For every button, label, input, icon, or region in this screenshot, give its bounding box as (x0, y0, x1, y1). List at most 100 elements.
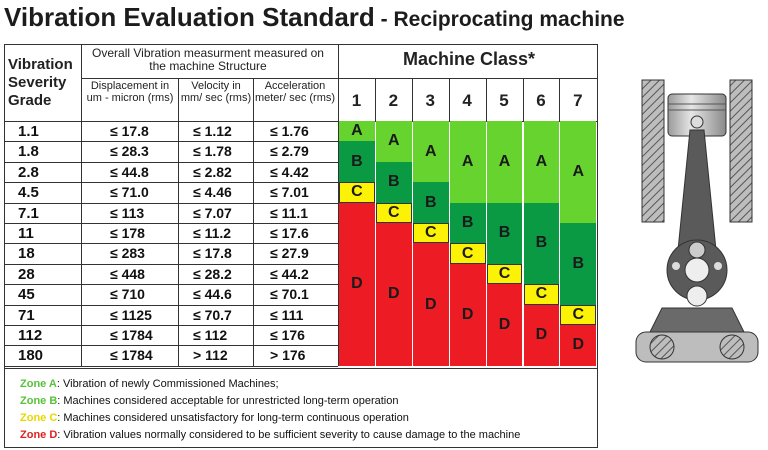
acceleration-value: ≤ 111 (270, 306, 304, 323)
zone-a-class-4: A (449, 121, 486, 203)
legend-item: Zone A: Vibration of newly Commissioned … (20, 378, 279, 390)
zone-c-class-5: C (486, 263, 523, 285)
title-main: Vibration Evaluation Standard (4, 2, 375, 32)
legend-zone-label: Zone D (20, 429, 58, 441)
zone-c-class-2: C (375, 202, 412, 223)
machine-class-2: 2 (388, 91, 399, 110)
displacement-value: ≤ 17.8 (110, 123, 149, 139)
severity-grade: 4.5 (18, 184, 39, 202)
zone-d-class-6: D (523, 304, 560, 366)
zone-a-class-6: A (523, 121, 560, 203)
acceleration-value: ≤ 17.6 (270, 225, 309, 241)
title-sub: - Reciprocating machine (374, 8, 625, 31)
severity-grade: 18 (18, 245, 35, 263)
zone-c-class-3: C (412, 223, 449, 244)
legend-zone-text: : Vibration of newly Commissioned Machin… (56, 378, 279, 390)
velocity-value: ≤ 17.8 (193, 245, 232, 262)
zone-d-class-4: D (449, 263, 486, 366)
legend-zone-text: : Vibration values normally considered t… (57, 429, 521, 441)
acceleration-value: > 176 (270, 347, 306, 364)
row-divider (4, 141, 338, 143)
zone-b-class-5: B (486, 202, 523, 264)
zone-d-class-7: D (560, 325, 597, 366)
grid-vline (81, 44, 82, 366)
zone-d-class-3: D (412, 243, 449, 366)
legend-divider (4, 368, 598, 369)
legend-item: Zone D: Vibration values normally consid… (20, 429, 520, 441)
severity-grade: 2.8 (18, 163, 39, 181)
zone-b-class-3: B (412, 182, 449, 223)
grid-vline (253, 78, 254, 366)
severity-grade: 11 (18, 225, 34, 242)
displacement-value: ≤ 283 (110, 245, 145, 262)
severity-grade: 28 (18, 265, 35, 283)
row-divider (4, 284, 338, 286)
displacement-value: ≤ 113 (110, 204, 145, 221)
legend-zone-label: Zone C (20, 412, 58, 424)
class-header-divider (374, 78, 376, 121)
zone-d-class-2: D (375, 223, 412, 366)
standard-table (4, 44, 598, 448)
velocity-value: ≤ 1.78 (193, 143, 232, 160)
acceleration-value: ≤ 44.2 (270, 265, 309, 282)
grade-header: Vibration Severity Grade (8, 56, 73, 109)
acceleration-value: ≤ 4.42 (270, 163, 309, 180)
acceleration-value: ≤ 2.79 (270, 143, 309, 160)
row-divider (4, 325, 338, 326)
severity-grade: 1.1 (18, 123, 39, 140)
zone-c-class-4: C (449, 243, 486, 264)
velocity-header: Velocity in mm/ sec (rms) (180, 80, 252, 104)
acceleration-value: ≤ 70.1 (270, 286, 309, 303)
displacement-value: ≤ 71.0 (110, 184, 149, 201)
velocity-value: ≤ 1.12 (193, 123, 232, 139)
zone-b-class-2: B (375, 161, 412, 203)
displacement-value: ≤ 1125 (110, 306, 152, 323)
zone-c-class-1: C (339, 182, 375, 203)
row-divider (4, 182, 338, 184)
velocity-value: ≤ 44.6 (193, 286, 232, 303)
class-header-divider (448, 78, 450, 121)
zone-a-class-2: A (375, 121, 412, 162)
zone-c-class-7: C (560, 304, 597, 325)
displacement-value: ≤ 44.8 (110, 163, 149, 180)
grid-vline (338, 44, 339, 366)
zone-a-class-1: A (339, 121, 375, 142)
page-title: Vibration Evaluation Standard - Reciproc… (4, 2, 625, 33)
severity-grade: 112 (18, 327, 43, 344)
severity-grade: 180 (18, 347, 44, 365)
legend-zone-text: : Machines considered acceptable for unr… (57, 395, 399, 407)
velocity-value: > 112 (193, 347, 228, 364)
piston-connecting-rod-icon (635, 79, 759, 363)
legend-zone-label: Zone B (20, 395, 58, 407)
displacement-value: ≤ 178 (110, 225, 145, 241)
machine-class-header: Machine Class* (402, 49, 536, 69)
zone-b-class-1: B (339, 141, 375, 183)
header-divider (81, 78, 598, 79)
severity-grade: 45 (18, 286, 35, 304)
legend-zone-text: : Machines considered unsatisfactory for… (57, 412, 409, 424)
zone-a-class-7: A (560, 121, 597, 223)
displacement-value: ≤ 28.3 (110, 143, 149, 160)
class-header-divider (522, 78, 524, 121)
row-divider (4, 263, 338, 265)
machine-class-3: 3 (425, 91, 435, 110)
machine-class-6: 6 (536, 91, 546, 110)
row-divider (4, 304, 338, 306)
machine-class-5: 5 (499, 91, 509, 110)
zone-b-class-4: B (449, 202, 486, 244)
zone-c-class-6: C (523, 284, 560, 305)
zone-d-class-1: D (339, 202, 375, 366)
class-header-divider (485, 78, 487, 121)
class-header-divider (559, 78, 561, 121)
acceleration-value: ≤ 27.9 (270, 245, 309, 262)
severity-grade: 71 (18, 306, 35, 324)
velocity-value: ≤ 70.7 (193, 306, 232, 323)
machine-class-1: 1 (351, 91, 362, 110)
row-divider (4, 365, 338, 367)
legend-item: Zone C: Machines considered unsatisfacto… (20, 412, 409, 424)
acceleration-value: ≤ 7.01 (270, 184, 309, 201)
row-divider (4, 223, 338, 224)
class-header-divider (411, 78, 413, 121)
displacement-value: ≤ 1784 (110, 347, 153, 364)
severity-grade: 7.1 (18, 204, 39, 222)
